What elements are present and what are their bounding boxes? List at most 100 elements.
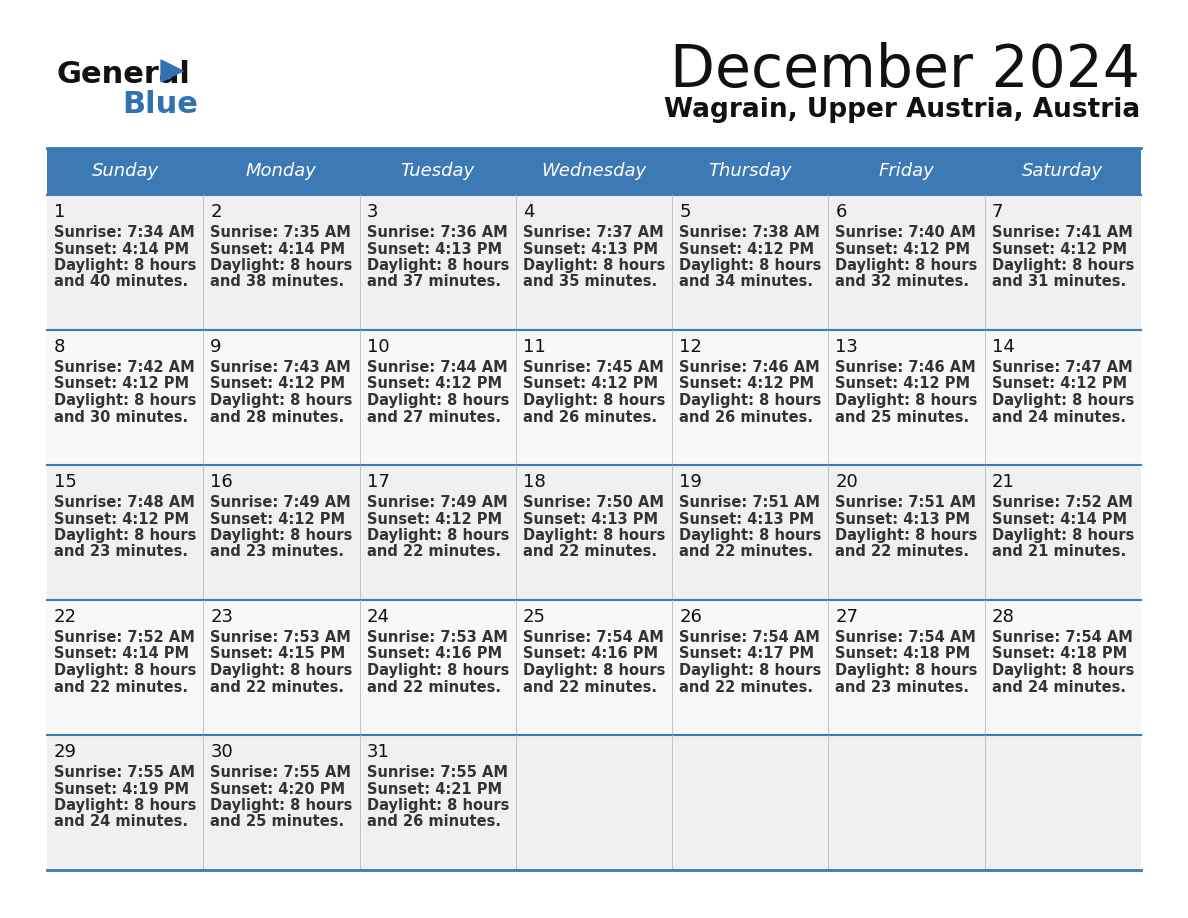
Text: Daylight: 8 hours: Daylight: 8 hours (992, 393, 1135, 408)
Text: 24: 24 (367, 608, 390, 626)
Text: General: General (57, 60, 191, 89)
Text: Daylight: 8 hours: Daylight: 8 hours (53, 393, 196, 408)
Text: 29: 29 (53, 743, 77, 761)
Text: Wednesday: Wednesday (542, 162, 646, 181)
Bar (48, 148, 1140, 195)
Text: Daylight: 8 hours: Daylight: 8 hours (53, 798, 196, 813)
Text: Daylight: 8 hours: Daylight: 8 hours (680, 258, 822, 273)
Text: and 26 minutes.: and 26 minutes. (680, 409, 813, 424)
Text: Sunset: 4:13 PM: Sunset: 4:13 PM (523, 511, 658, 527)
Text: and 32 minutes.: and 32 minutes. (835, 274, 969, 289)
Text: Monday: Monday (246, 162, 317, 181)
Text: and 22 minutes.: and 22 minutes. (523, 544, 657, 559)
Text: Sunrise: 7:52 AM: Sunrise: 7:52 AM (992, 495, 1132, 510)
Text: Daylight: 8 hours: Daylight: 8 hours (523, 393, 665, 408)
Text: Sunrise: 7:41 AM: Sunrise: 7:41 AM (992, 225, 1132, 240)
Text: and 22 minutes.: and 22 minutes. (367, 544, 500, 559)
Text: Sunset: 4:13 PM: Sunset: 4:13 PM (523, 241, 658, 256)
Text: 12: 12 (680, 338, 702, 356)
Text: Sunrise: 7:55 AM: Sunrise: 7:55 AM (210, 765, 352, 780)
Text: Sunset: 4:12 PM: Sunset: 4:12 PM (53, 376, 189, 391)
Text: Sunrise: 7:45 AM: Sunrise: 7:45 AM (523, 360, 664, 375)
Text: 14: 14 (992, 338, 1015, 356)
Text: 19: 19 (680, 473, 702, 491)
Text: and 22 minutes.: and 22 minutes. (680, 679, 813, 695)
Text: 26: 26 (680, 608, 702, 626)
Text: Sunset: 4:12 PM: Sunset: 4:12 PM (523, 376, 658, 391)
Text: Sunrise: 7:44 AM: Sunrise: 7:44 AM (367, 360, 507, 375)
Text: Sunrise: 7:54 AM: Sunrise: 7:54 AM (992, 630, 1132, 645)
Text: 21: 21 (992, 473, 1015, 491)
Text: 15: 15 (53, 473, 77, 491)
Text: 11: 11 (523, 338, 545, 356)
Text: and 24 minutes.: and 24 minutes. (992, 679, 1126, 695)
Text: Daylight: 8 hours: Daylight: 8 hours (835, 258, 978, 273)
Text: and 22 minutes.: and 22 minutes. (53, 679, 188, 695)
Text: Daylight: 8 hours: Daylight: 8 hours (53, 528, 196, 543)
Text: December 2024: December 2024 (670, 42, 1140, 99)
Text: and 23 minutes.: and 23 minutes. (210, 544, 345, 559)
Text: and 37 minutes.: and 37 minutes. (367, 274, 500, 289)
Text: Sunset: 4:12 PM: Sunset: 4:12 PM (835, 241, 971, 256)
Text: Friday: Friday (879, 162, 935, 181)
Bar (48, 735, 1140, 870)
Text: 17: 17 (367, 473, 390, 491)
Polygon shape (162, 60, 183, 82)
Text: Daylight: 8 hours: Daylight: 8 hours (835, 663, 978, 678)
Text: Sunset: 4:12 PM: Sunset: 4:12 PM (367, 376, 501, 391)
Text: 1: 1 (53, 203, 65, 221)
Text: and 28 minutes.: and 28 minutes. (210, 409, 345, 424)
Text: Sunrise: 7:37 AM: Sunrise: 7:37 AM (523, 225, 664, 240)
Text: Sunrise: 7:49 AM: Sunrise: 7:49 AM (210, 495, 350, 510)
Text: Sunrise: 7:51 AM: Sunrise: 7:51 AM (835, 495, 977, 510)
Text: and 26 minutes.: and 26 minutes. (367, 814, 500, 830)
Text: Daylight: 8 hours: Daylight: 8 hours (367, 798, 508, 813)
Text: Daylight: 8 hours: Daylight: 8 hours (367, 663, 508, 678)
Text: Sunset: 4:15 PM: Sunset: 4:15 PM (210, 646, 346, 662)
Text: Sunrise: 7:40 AM: Sunrise: 7:40 AM (835, 225, 977, 240)
Text: Sunrise: 7:42 AM: Sunrise: 7:42 AM (53, 360, 195, 375)
Text: and 38 minutes.: and 38 minutes. (210, 274, 345, 289)
Text: Daylight: 8 hours: Daylight: 8 hours (53, 258, 196, 273)
Text: Sunset: 4:12 PM: Sunset: 4:12 PM (992, 241, 1127, 256)
Text: Sunrise: 7:54 AM: Sunrise: 7:54 AM (523, 630, 664, 645)
Text: Sunset: 4:14 PM: Sunset: 4:14 PM (992, 511, 1127, 527)
Text: Sunrise: 7:51 AM: Sunrise: 7:51 AM (680, 495, 820, 510)
Text: 8: 8 (53, 338, 65, 356)
Text: Thursday: Thursday (708, 162, 792, 181)
Text: Sunset: 4:12 PM: Sunset: 4:12 PM (680, 376, 814, 391)
Text: and 25 minutes.: and 25 minutes. (210, 814, 345, 830)
Text: Daylight: 8 hours: Daylight: 8 hours (835, 528, 978, 543)
Text: Daylight: 8 hours: Daylight: 8 hours (992, 258, 1135, 273)
Text: 7: 7 (992, 203, 1003, 221)
Text: Daylight: 8 hours: Daylight: 8 hours (367, 393, 508, 408)
Text: and 22 minutes.: and 22 minutes. (367, 679, 500, 695)
Text: Sunrise: 7:53 AM: Sunrise: 7:53 AM (210, 630, 352, 645)
Text: 9: 9 (210, 338, 222, 356)
Text: and 27 minutes.: and 27 minutes. (367, 409, 500, 424)
Text: 23: 23 (210, 608, 233, 626)
Text: Wagrain, Upper Austria, Austria: Wagrain, Upper Austria, Austria (664, 97, 1140, 123)
Text: and 22 minutes.: and 22 minutes. (680, 544, 813, 559)
Text: Sunset: 4:20 PM: Sunset: 4:20 PM (210, 781, 346, 797)
Text: Sunset: 4:18 PM: Sunset: 4:18 PM (992, 646, 1127, 662)
Text: Daylight: 8 hours: Daylight: 8 hours (835, 393, 978, 408)
Text: Sunset: 4:16 PM: Sunset: 4:16 PM (523, 646, 658, 662)
Text: Sunrise: 7:35 AM: Sunrise: 7:35 AM (210, 225, 352, 240)
Text: Daylight: 8 hours: Daylight: 8 hours (210, 798, 353, 813)
Bar (48, 600, 1140, 735)
Text: and 26 minutes.: and 26 minutes. (523, 409, 657, 424)
Text: 10: 10 (367, 338, 390, 356)
Text: 6: 6 (835, 203, 847, 221)
Bar (48, 195, 1140, 330)
Text: Daylight: 8 hours: Daylight: 8 hours (680, 393, 822, 408)
Text: Daylight: 8 hours: Daylight: 8 hours (367, 528, 508, 543)
Text: Sunrise: 7:38 AM: Sunrise: 7:38 AM (680, 225, 820, 240)
Text: 22: 22 (53, 608, 77, 626)
Text: Sunset: 4:19 PM: Sunset: 4:19 PM (53, 781, 189, 797)
Text: Sunrise: 7:43 AM: Sunrise: 7:43 AM (210, 360, 350, 375)
Text: and 35 minutes.: and 35 minutes. (523, 274, 657, 289)
Text: 27: 27 (835, 608, 859, 626)
Text: and 40 minutes.: and 40 minutes. (53, 274, 188, 289)
Text: and 25 minutes.: and 25 minutes. (835, 409, 969, 424)
